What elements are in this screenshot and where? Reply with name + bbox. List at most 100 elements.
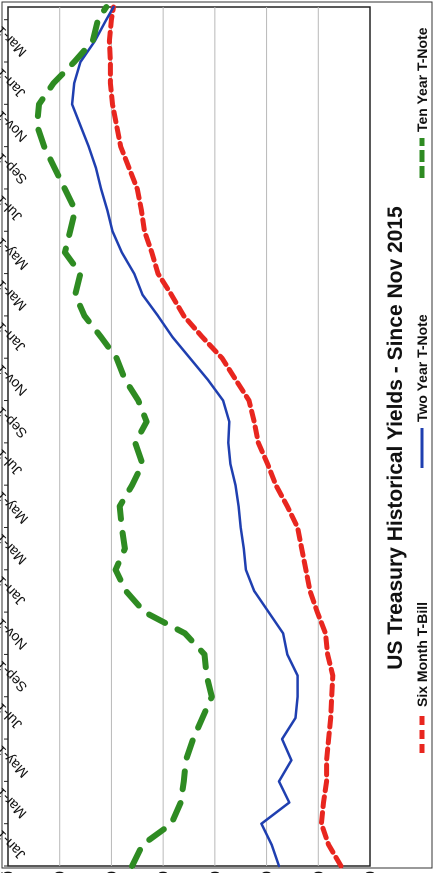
data-point [101,336,102,337]
data-point [326,781,327,782]
data-point [115,569,116,570]
data-point [144,231,145,232]
data-point [235,379,236,380]
y-tick-label: 0.00 [362,871,379,873]
data-point [84,315,85,316]
data-point [229,421,230,422]
data-point [202,717,203,718]
data-point [180,802,181,803]
data-point [183,315,184,316]
data-point [112,231,113,232]
data-point [44,146,45,147]
data-point [134,273,135,274]
data-point [278,781,279,782]
data-point [80,273,81,274]
data-point [120,146,121,147]
data-point [97,19,98,20]
data-point [254,421,255,422]
data-point [142,294,143,295]
y-tick-label: 2.50 [103,871,120,873]
data-point [116,358,117,359]
data-point [238,506,239,507]
data-point [116,125,117,126]
plot-area [7,6,371,867]
data-point [291,760,292,761]
data-point [327,654,328,655]
data-point [157,315,158,316]
data-point [111,19,112,20]
data-point [80,125,81,126]
chart-title: US Treasury Historical Yields - Since No… [384,206,407,670]
data-point [332,675,333,676]
data-point [267,463,268,464]
data-point [235,485,236,486]
series-lines [34,4,344,869]
data-point [171,294,172,295]
y-tick-label: 3.00 [52,871,69,873]
data-point [211,696,212,697]
data-point [330,717,331,718]
data-point [54,167,55,168]
data-point [325,633,326,634]
data-point [146,421,147,422]
data-point [124,548,125,549]
data-point [228,442,229,443]
data-point [132,865,133,866]
data-point [189,358,190,359]
data-point [88,146,89,147]
data-point [340,865,341,866]
data-point [275,485,276,486]
data-point [121,527,122,528]
data-point [141,209,142,210]
data-point [309,590,310,591]
data-point [245,569,246,570]
data-point [110,61,111,62]
data-point [132,485,133,486]
data-point [135,442,136,443]
data-point [287,506,288,507]
legend: Six Month T-Bill Two Year T-Note Ten Yea… [414,27,430,753]
series-line-two-year-t-note [70,5,299,868]
data-point [271,844,272,845]
data-point [172,336,173,337]
data-point [240,527,241,528]
data-point [107,209,108,210]
data-point [328,739,329,740]
data-point [183,781,184,782]
data-point [128,167,129,168]
data-point [144,612,145,613]
y-axis-ticks: 0.00 0.50 1.00 1.50 2.00 2.50 3.00 3.50 [0,871,379,873]
data-point [268,612,269,613]
data-point [326,760,327,761]
data-point [112,104,113,105]
data-point [287,654,288,655]
data-point [185,760,186,761]
data-point [36,125,37,126]
data-point [206,675,207,676]
data-point [328,844,329,845]
data-point [95,167,96,168]
data-point [230,463,231,464]
data-point [184,633,185,634]
legend-label-two-year: Two Year T-Note [414,314,430,422]
y-tick-label: 1.50 [207,871,224,873]
data-point [223,400,224,401]
data-point [193,739,194,740]
data-point [297,675,298,676]
data-point [75,209,76,210]
data-point [289,802,290,803]
data-point [222,358,223,359]
data-point [248,400,249,401]
data-point [121,252,122,253]
data-point [101,188,102,189]
data-point [124,379,125,380]
data-point [305,569,306,570]
data-point [38,104,39,105]
data-point [243,548,244,549]
data-point [283,633,284,634]
y-tick-label: 2.00 [155,871,172,873]
data-point [137,188,138,189]
y-tick-label: 1.00 [259,871,276,873]
